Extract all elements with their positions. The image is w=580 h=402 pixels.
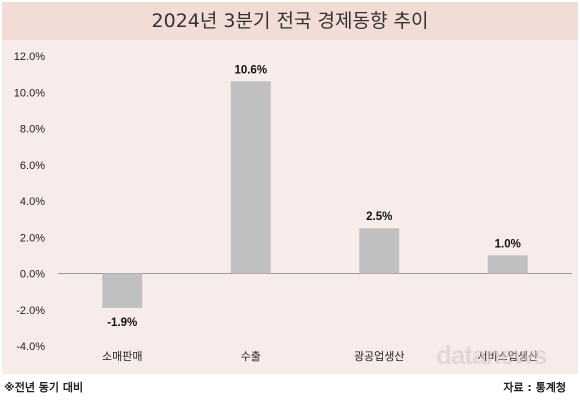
title-band: 2024년 3분기 전국 경제동향 추이 <box>2 2 578 40</box>
y-tick-label: 6.0% <box>20 160 45 172</box>
x-category-label: 서비스업생산 <box>477 350 538 363</box>
source-credit: 자료 : 통계청 <box>503 381 566 394</box>
data-label: -1.9% <box>107 317 137 329</box>
bar-1 <box>102 273 143 308</box>
y-tick-label: -4.0% <box>16 341 45 353</box>
y-tick-label: 2.0% <box>20 232 45 244</box>
data-label: 1.0% <box>495 238 521 250</box>
y-tick-label: 10.0% <box>14 87 45 99</box>
y-tick-label: 4.0% <box>20 196 45 208</box>
footnote: ※전년 동기 대비 <box>4 381 84 394</box>
y-tick-label: 8.0% <box>20 124 45 136</box>
bar-4 <box>487 255 528 274</box>
x-category-label: 수출 <box>241 350 261 363</box>
data-label: 10.6% <box>234 64 267 76</box>
watermark-logo: datanews <box>436 340 547 370</box>
plot-background <box>2 40 578 374</box>
y-tick-label: 12.0% <box>14 51 45 63</box>
bar-2 <box>230 81 271 274</box>
y-tick-label: 0.0% <box>20 269 45 281</box>
chart-title: 2024년 3분기 전국 경제동향 추이 <box>151 10 429 32</box>
data-label: 2.5% <box>366 211 392 223</box>
bar-3 <box>359 228 400 274</box>
x-category-label: 광공업생산 <box>354 350 405 363</box>
x-category-label: 소매판매 <box>102 350 142 363</box>
y-tick-label: -2.0% <box>16 305 45 317</box>
